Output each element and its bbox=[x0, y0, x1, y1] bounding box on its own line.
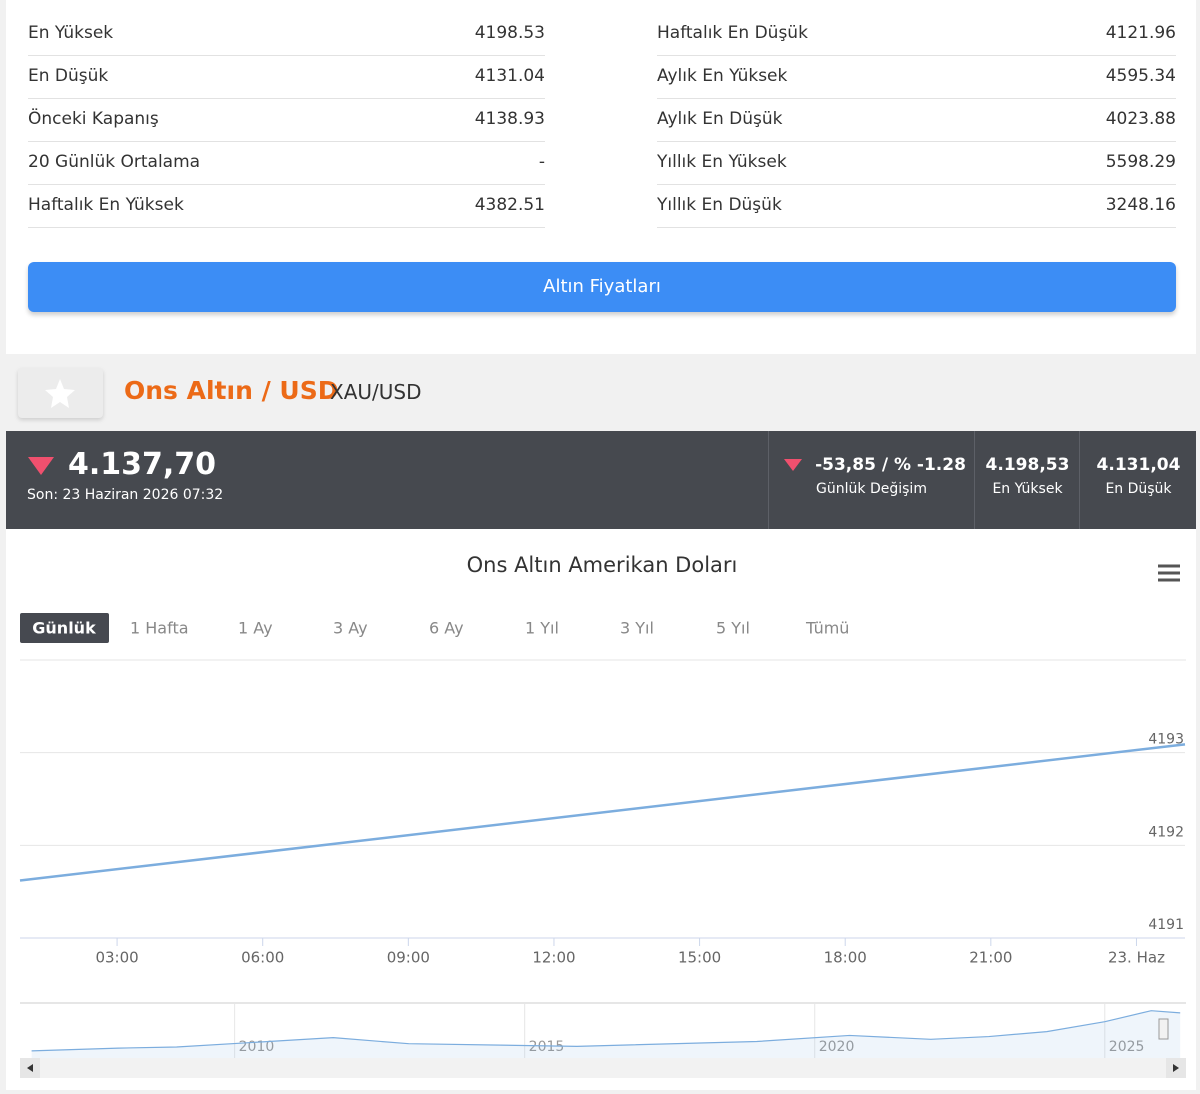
stat-label: Aylık En Düşük bbox=[657, 109, 783, 129]
x-tick-label: 12:00 bbox=[532, 949, 575, 967]
stat-value: 5598.29 bbox=[1105, 152, 1176, 172]
stat-label: En Düşük bbox=[28, 66, 109, 86]
stat-row: Yıllık En Yüksek 5598.29 bbox=[657, 141, 1176, 185]
range-button[interactable]: 1 Ay bbox=[238, 619, 273, 638]
stat-value: 4595.34 bbox=[1105, 66, 1176, 86]
star-icon bbox=[45, 379, 75, 408]
y-tick-label: 4192 bbox=[1148, 824, 1184, 840]
stat-row: Haftalık En Düşük 4121.96 bbox=[657, 12, 1176, 56]
high: 4.198,53 bbox=[985, 455, 1070, 475]
x-tick-label: 23. Haz bbox=[1108, 949, 1165, 967]
down-arrow bbox=[784, 459, 802, 471]
menu-icon[interactable] bbox=[1158, 564, 1180, 582]
stat-label: En Yüksek bbox=[28, 23, 114, 43]
stat-row: Aylık En Yüksek 4595.34 bbox=[657, 55, 1176, 99]
stat-label: Yıllık En Düşük bbox=[657, 195, 782, 215]
gold-prices-button[interactable]: Altın Fiyatları bbox=[28, 262, 1176, 312]
navigator-label: 2025 bbox=[1109, 1039, 1145, 1055]
low-cell: 4.131,04 En Düşük bbox=[1079, 431, 1197, 529]
last-update: Son: 23 Haziran 2026 07:32 bbox=[27, 487, 224, 503]
range-button-active bbox=[20, 613, 109, 643]
range-button[interactable]: 3 Ay bbox=[333, 619, 368, 638]
low: 4.131,04 bbox=[1096, 455, 1181, 475]
stat-value: 4131.04 bbox=[474, 66, 545, 86]
stat-label: Haftalık En Yüksek bbox=[28, 195, 184, 215]
range-button[interactable]: 1 Yıl bbox=[525, 619, 559, 638]
range-button[interactable]: Tümü bbox=[805, 619, 849, 638]
stat-row: Yıllık En Düşük 3248.16 bbox=[657, 184, 1176, 228]
stat-value: 4382.51 bbox=[474, 195, 545, 215]
daily-change-label: Günlük Değişim bbox=[816, 481, 927, 497]
range-button[interactable]: 5 Yıl bbox=[716, 619, 750, 638]
stat-label: Aylık En Yüksek bbox=[657, 66, 788, 86]
x-tick-label: 09:00 bbox=[387, 949, 430, 967]
x-tick-label: 03:00 bbox=[95, 949, 138, 967]
chart-title: Ons Altın Amerikan Doları bbox=[467, 553, 738, 577]
navigator-line bbox=[31, 1010, 1181, 1052]
favorite-button[interactable] bbox=[18, 368, 103, 418]
stat-row: Haftalık En Yüksek 4382.51 bbox=[28, 184, 545, 228]
chart-panel: Ons Altın Amerikan Doları Günlük 1 Hafta 1… bbox=[6, 529, 1196, 1090]
range-button[interactable]: 6 Ay bbox=[429, 619, 464, 638]
stat-row: Önceki Kapanış 4138.93 bbox=[28, 98, 545, 142]
instrument-title: Ons Altın / USD bbox=[124, 376, 339, 405]
high-label: En Yüksek bbox=[992, 481, 1063, 497]
navigator-label: 2020 bbox=[819, 1039, 855, 1055]
price-line bbox=[19, 743, 1186, 882]
scrollbar[interactable] bbox=[20, 1058, 1186, 1078]
x-tick-label: 18:00 bbox=[824, 949, 867, 967]
stat-value: - bbox=[538, 152, 545, 172]
change-cell: -53,85 / % -1.28 Günlük Değişim bbox=[768, 431, 974, 529]
instrument-symbol: XAU/USD bbox=[330, 380, 422, 404]
stat-label: Haftalık En Düşük bbox=[657, 23, 808, 43]
x-tick-label: 15:00 bbox=[678, 949, 721, 967]
range-button[interactable]: 3 Yıl bbox=[620, 619, 654, 638]
stat-label: Önceki Kapanış bbox=[28, 109, 159, 129]
price: 4.137,70 bbox=[68, 447, 217, 482]
stat-value: 4138.93 bbox=[474, 109, 545, 129]
navigator-label: 2015 bbox=[529, 1039, 565, 1055]
stat-label: 20 Günlük Ortalama bbox=[28, 152, 201, 172]
down-arrow bbox=[28, 457, 54, 475]
range-button[interactable]: Günlük bbox=[32, 619, 96, 638]
navigator-handle[interactable] bbox=[1158, 1018, 1169, 1040]
y-tick-label: 4193 bbox=[1148, 732, 1184, 748]
y-tick-label: 4191 bbox=[1148, 917, 1184, 933]
stat-row: En Yüksek 4198.53 bbox=[28, 12, 545, 56]
high-cell: 4.198,53 En Yüksek bbox=[974, 431, 1080, 529]
stat-value: 4198.53 bbox=[474, 23, 545, 43]
chart: Ons Altın Amerikan Doları Günlük 1 Hafta 1… bbox=[19, 553, 1186, 1078]
stat-row: En Düşük 4131.04 bbox=[28, 55, 545, 99]
stat-value: 4121.96 bbox=[1105, 23, 1176, 43]
daily-change: -53,85 / % -1.28 bbox=[815, 455, 966, 475]
stat-value: 4023.88 bbox=[1105, 109, 1176, 129]
stat-value: 3248.16 bbox=[1105, 195, 1176, 215]
range-button[interactable]: 1 Hafta bbox=[130, 619, 189, 638]
x-tick-label: 21:00 bbox=[969, 949, 1012, 967]
low-label: En Düşük bbox=[1105, 481, 1172, 497]
navigator-area bbox=[31, 1010, 1181, 1058]
stat-label: Yıllık En Yüksek bbox=[657, 152, 787, 172]
x-tick-label: 06:00 bbox=[241, 949, 284, 967]
stat-row: Aylık En Düşük 4023.88 bbox=[657, 98, 1176, 142]
stats-card: Altın Fiyatları En Yüksek 4198.53 En Düşük… bbox=[6, 0, 1196, 354]
quote-bar: 4.137,70 Son: 23 Haziran 2026 07:32 -53,… bbox=[6, 431, 1196, 529]
stat-row: 20 Günlük Ortalama - bbox=[28, 141, 545, 185]
